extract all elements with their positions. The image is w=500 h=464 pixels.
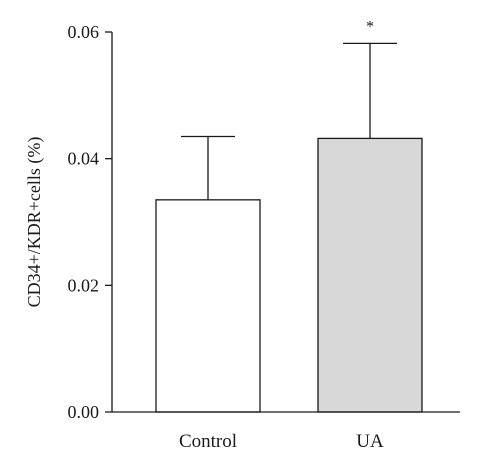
x-label-ua: UA — [356, 431, 384, 452]
y-tick-label-0.04: 0.04 — [68, 149, 100, 169]
bars-layer — [155, 137, 423, 413]
x-category-labels: Control UA — [179, 431, 384, 452]
error-bars-layer — [181, 42, 397, 200]
x-label-control: Control — [179, 431, 237, 452]
significance-asterisk: * — [366, 18, 374, 35]
y-tick-label-0.06: 0.06 — [68, 22, 100, 42]
y-ticks-layer: 0.00 0.02 0.04 0.06 — [68, 22, 112, 422]
y-axis-title: CD34+/KDR+cells (%) — [24, 137, 45, 308]
y-tick-label-0.02: 0.02 — [68, 275, 100, 295]
bar-control — [155, 199, 261, 413]
annotations-layer: * — [366, 18, 374, 35]
y-tick-label-0.00: 0.00 — [68, 402, 100, 422]
bar-ua — [317, 137, 423, 413]
